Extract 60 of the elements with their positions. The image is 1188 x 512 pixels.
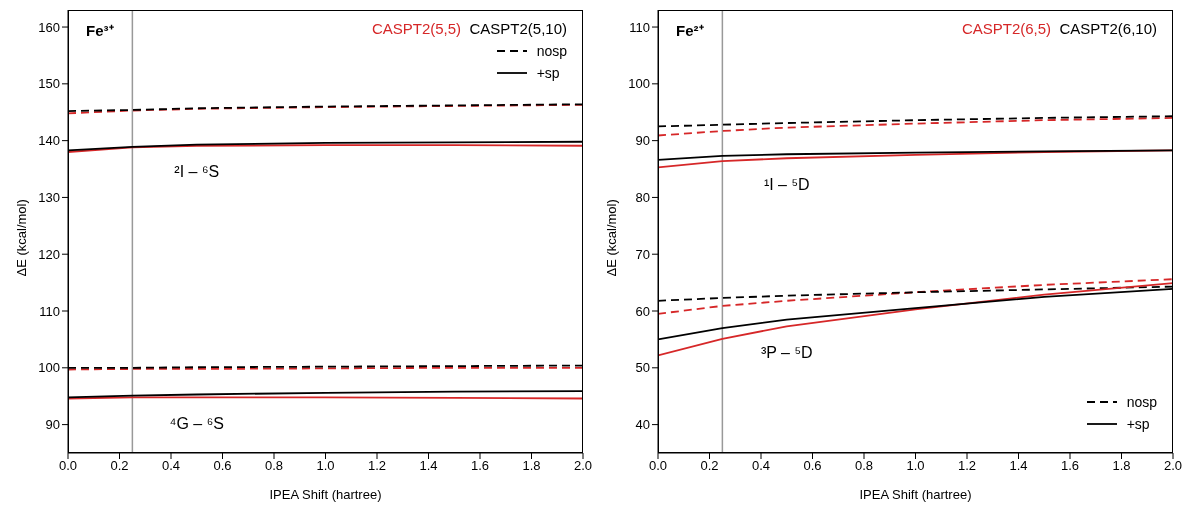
annotation: CASPT2(5,10) xyxy=(469,20,567,37)
y-tick-label: 100 xyxy=(38,360,60,376)
y-tick-label: 110 xyxy=(39,303,60,319)
y-tick-label: 80 xyxy=(635,190,650,206)
x-tick-label: 0.8 xyxy=(854,458,874,474)
x-tick-label: 1.6 xyxy=(470,458,490,474)
x-tick-label: 1.8 xyxy=(522,458,541,474)
annotation: nosp xyxy=(1126,394,1157,410)
annotation: ¹I – ⁵D xyxy=(763,175,810,193)
annotation: +sp xyxy=(536,65,560,81)
text: Fe³⁺ xyxy=(86,21,114,40)
annotation: ⁴G – ⁶S xyxy=(169,415,224,433)
x-tick-label: 1.0 xyxy=(906,458,925,474)
x-tick-label: 0.8 xyxy=(264,458,284,474)
x-tick-label: 0.4 xyxy=(161,458,181,474)
line-series xyxy=(68,144,583,153)
x-tick-label: 0.6 xyxy=(803,458,822,474)
text: Fe²⁺ xyxy=(676,21,704,40)
annotation: CASPT2(5,5) xyxy=(371,20,462,37)
y-tick-label: 130 xyxy=(38,190,60,206)
annotation: ²I – ⁶S xyxy=(174,163,220,181)
annotation: nosp xyxy=(536,43,567,59)
x-tick-label: 1.4 xyxy=(419,458,438,474)
x-tick-label: 0.6 xyxy=(213,458,232,474)
x-tick-label: 1.2 xyxy=(367,458,387,474)
y-tick-label: 110 xyxy=(629,19,650,35)
line-series xyxy=(658,117,1173,137)
x-axis-title: IPEA Shift (hartree) xyxy=(859,487,972,502)
y-tick-label: 40 xyxy=(635,417,650,433)
x-tick-label: 1.6 xyxy=(1060,458,1080,474)
y-tick-label: 50 xyxy=(635,360,650,376)
y-axis-title: ΔE (kcal/mol) xyxy=(603,199,619,277)
y-tick-label: 70 xyxy=(635,246,650,262)
x-tick-label: 1.2 xyxy=(957,458,977,474)
y-tick-label: 60 xyxy=(635,303,650,319)
x-axis-title: IPEA Shift (hartree) xyxy=(269,487,382,502)
y-tick-label: 150 xyxy=(38,76,60,92)
annotation: CASPT2(6,5) xyxy=(961,20,1052,37)
annotation: +sp xyxy=(1126,416,1150,432)
y-tick-label: 90 xyxy=(45,417,60,433)
line-series xyxy=(658,278,1173,315)
annotation: ³P – ⁵D xyxy=(760,344,813,362)
x-tick-label: 1.0 xyxy=(316,458,335,474)
x-tick-label: 2.0 xyxy=(1163,458,1183,474)
y-axis-title: ΔE (kcal/mol) xyxy=(13,199,29,277)
x-tick-label: 0.4 xyxy=(751,458,771,474)
x-tick-label: 2.0 xyxy=(573,458,593,474)
x-tick-label: 0.0 xyxy=(58,458,78,474)
annotation: CASPT2(6,10) xyxy=(1059,20,1157,37)
line-series xyxy=(658,282,1173,357)
y-tick-label: 100 xyxy=(628,76,650,92)
y-tick-label: 140 xyxy=(38,133,60,149)
x-tick-label: 1.8 xyxy=(1112,458,1131,474)
x-tick-label: 1.4 xyxy=(1009,458,1028,474)
y-tick-label: 160 xyxy=(38,19,60,35)
y-tick-label: 120 xyxy=(38,246,60,262)
y-tick-label: 90 xyxy=(635,133,650,149)
x-tick-label: 0.2 xyxy=(110,458,129,474)
x-tick-label: 0.2 xyxy=(700,458,719,474)
x-tick-label: 0.0 xyxy=(648,458,668,474)
